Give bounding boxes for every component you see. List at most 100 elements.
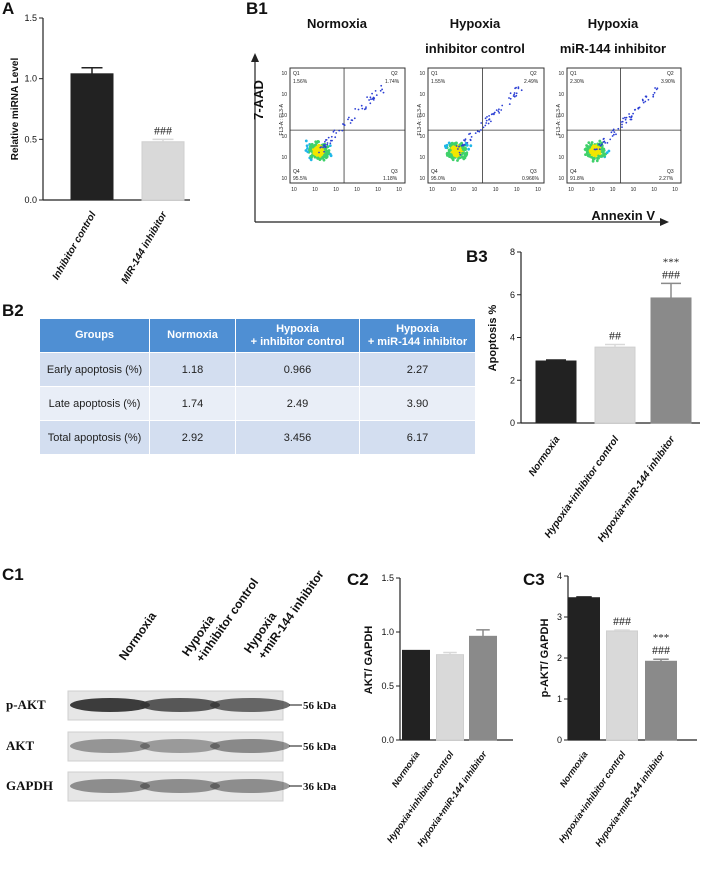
flow-event-dot [624, 116, 626, 119]
y-tick-label: 10 [558, 155, 564, 161]
flow-event-dot [593, 145, 597, 149]
flow-event-dot [604, 142, 607, 144]
flow-event-dot [584, 153, 587, 157]
y-axis-label-c2: AKT/ GAPDH [363, 626, 375, 695]
significance-mark: *** [653, 632, 670, 644]
quadrant-value-q1: 2.30% [570, 79, 585, 85]
size-marker-label: 56 kDa [303, 741, 337, 753]
flow-event-dot [508, 103, 511, 105]
flow-event-dot [328, 144, 332, 148]
y-tick-label: 0 [557, 735, 562, 745]
flow-event-dot [517, 87, 520, 90]
flow-event-dot [488, 115, 490, 117]
flow-event-dot [309, 149, 313, 153]
quadrant-label: Q2 [667, 71, 674, 77]
chart-c2: 0.0 0.5 1.0 1.5 AKT/ GAPDH NormoxiaHypoxia+in… [363, 573, 513, 848]
y-tick-label: 0 [510, 418, 515, 428]
significance-mark: ### [154, 123, 172, 137]
lane-label: Normoxia [116, 609, 159, 663]
size-marker-label: 56 kDa [303, 700, 337, 712]
x-category-label: Inhibitor control [51, 210, 99, 282]
x-tick-label: 10 [589, 187, 595, 193]
y-tick-label: 10 [558, 92, 564, 98]
x-tick-label: 10 [535, 187, 541, 193]
flow-event-dot [584, 148, 588, 152]
flow-event-dot [320, 150, 323, 154]
flow-event-dot [456, 159, 459, 162]
blot-band [70, 779, 150, 793]
flow-event-dot [493, 113, 495, 116]
y-tick-label: 10 [558, 134, 564, 140]
flow-event-dot [621, 126, 623, 128]
y-tick-label: 2 [510, 375, 515, 385]
table-row: Total apoptosis (%) 2.92 3.456 6.17 [39, 420, 476, 455]
flow-event-dot [490, 120, 492, 123]
flow-x-axis-label: Annexin V [591, 208, 655, 223]
flow-event-dot [637, 107, 639, 110]
significance-mark: ### [652, 643, 670, 657]
flow-event-dot [588, 155, 591, 158]
quadrant-label: Q3 [391, 169, 398, 175]
blot-row-label: GAPDH [6, 778, 53, 793]
flow-event-dot [490, 113, 493, 116]
blot-band [210, 739, 290, 753]
flow-event-dot [515, 92, 518, 95]
panel-label-a: A [2, 0, 14, 18]
x-tick-label: 10 [568, 187, 574, 193]
flow-event-dot [447, 152, 451, 156]
y-tick-label: 10 [558, 176, 564, 182]
flow-event-dot [613, 133, 615, 136]
flow-event-dot [630, 116, 633, 119]
flow-event-dot [338, 129, 341, 132]
flow-event-dot [589, 151, 593, 155]
flow-event-dot [458, 145, 460, 148]
flow-event-dot [602, 138, 605, 141]
quadrant-value-q4: 95.0% [431, 176, 446, 182]
flow-event-dot [360, 104, 363, 107]
flow-event-dot [645, 96, 648, 98]
flow-event-dot [447, 141, 451, 145]
flow-event-dot [630, 118, 633, 121]
flow-event-dot [326, 150, 330, 153]
flow-event-dot [325, 139, 328, 141]
x-category-label: Normoxia [390, 749, 422, 789]
y-tick-label: 10 [419, 113, 425, 119]
x-tick-label: 10 [333, 187, 339, 193]
quadrant-value-q1: 1.56% [293, 79, 308, 85]
flow-event-dot [455, 152, 458, 156]
y-tick-label: 10 [281, 176, 287, 182]
y-tick-label: 0.0 [381, 735, 394, 745]
flow-event-dot [347, 118, 349, 121]
flow-event-dot [457, 148, 459, 150]
flow-y-axis-label: 7-AAD [251, 80, 266, 120]
y-tick-label: 10 [558, 71, 564, 77]
flow-event-dot [652, 95, 655, 98]
blot-band [210, 698, 290, 712]
flow-event-dot [322, 146, 324, 149]
flow-event-dot [323, 153, 326, 157]
bar-c2 [469, 635, 497, 741]
flow-event-dot [484, 117, 487, 120]
y-tick-label: 6 [510, 290, 515, 300]
panel-label-c1: C1 [2, 565, 24, 584]
flow-event-dot [610, 131, 613, 134]
flow-event-dot [381, 88, 383, 91]
flow-event-dot [484, 124, 487, 127]
table-header-cell: Groups [39, 318, 150, 353]
flow-event-dot [350, 119, 353, 121]
quadrant-value-q3: 2.27% [659, 176, 674, 182]
flow-event-dot [450, 143, 453, 147]
flow-event-dot [464, 138, 467, 141]
blot-band [210, 779, 290, 793]
flow-event-dot [586, 150, 589, 154]
flow-event-dot [606, 142, 609, 144]
flow-event-dot [469, 144, 473, 148]
flow-event-dot [485, 122, 488, 124]
bar-c2 [402, 649, 430, 741]
bar-c3 [606, 630, 638, 741]
flow-event-dot [455, 145, 458, 147]
x-category-label: Hypoxia+inhibitor control [557, 749, 628, 845]
x-tick-label: 10 [610, 187, 616, 193]
flow-event-dot [463, 139, 465, 142]
flow-plot-frame [289, 67, 406, 184]
